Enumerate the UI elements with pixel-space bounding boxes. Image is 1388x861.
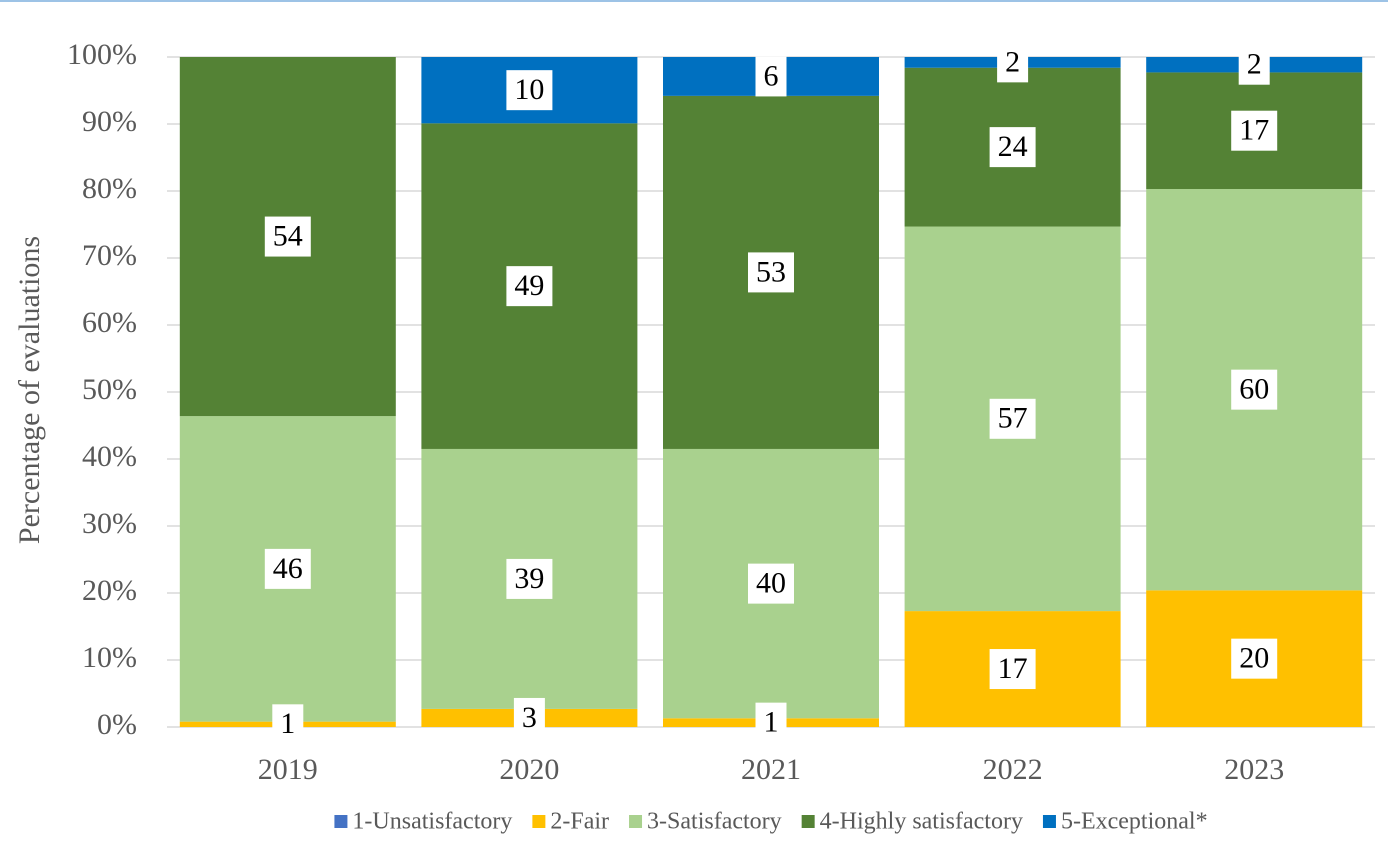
y-tick-label: 30% [82, 507, 137, 540]
data-label-box [755, 56, 787, 97]
data-label: 53 [756, 255, 786, 288]
data-label: 6 [764, 59, 779, 92]
legend-label: 4-Highly satisfactory [820, 809, 1023, 835]
data-label-box [264, 548, 311, 589]
y-tick-label: 80% [82, 172, 137, 205]
y-tick-label: 60% [82, 306, 137, 339]
labels: 1 46 54 3 39 49 10 1 40 53 6 17 57 24 2 20 60 17 2 [264, 42, 1278, 745]
legend-swatch [1042, 815, 1056, 828]
data-label-box [513, 697, 545, 738]
legend-swatch [629, 815, 643, 828]
x-tick-label: 2019 [258, 753, 318, 786]
x-tick-label: 2022 [983, 753, 1043, 786]
data-label-box [264, 216, 311, 257]
data-label-box [1231, 369, 1278, 410]
y-tick-label: 50% [82, 373, 137, 406]
data-label: 17 [1239, 114, 1269, 147]
data-label-box [748, 563, 794, 604]
y-tick-label: 100% [67, 38, 137, 71]
y-tick-label: 90% [82, 105, 137, 138]
y-tick-label: 0% [97, 708, 137, 741]
data-label-box [989, 398, 1036, 439]
data-label: 40 [756, 567, 786, 600]
y-tick-label: 40% [82, 440, 137, 473]
data-label-box [755, 702, 787, 743]
data-label: 49 [514, 269, 544, 302]
legend-label: 2-Fair [550, 809, 609, 835]
legend-label: 3-Satisfactory [647, 809, 782, 835]
bars [179, 57, 1363, 727]
data-label: 24 [998, 130, 1028, 163]
y-tick-label: 70% [82, 239, 137, 272]
x-tick-label: 2023 [1224, 753, 1284, 786]
data-label: 57 [998, 402, 1028, 435]
data-label: 17 [998, 652, 1028, 685]
x-tick-label: 2021 [741, 753, 801, 786]
data-label-box [1238, 44, 1270, 85]
data-label-box [997, 42, 1029, 83]
legend: 1-Unsatisfactory 2-Fair 3-Satisfactory 4-Hi… [334, 809, 1208, 835]
y-axis-label: Percentage of evaluations [13, 236, 46, 544]
data-label: 54 [273, 219, 303, 252]
data-label: 3 [522, 701, 537, 734]
data-label-box [272, 704, 304, 745]
data-label-box [506, 266, 553, 307]
data-label: 10 [514, 73, 544, 106]
legend-swatch [801, 815, 815, 828]
data-label-box [1231, 638, 1278, 679]
data-label: 1 [280, 707, 295, 740]
y-tick-label: 10% [82, 641, 137, 674]
y-tick-label: 20% [82, 574, 137, 607]
data-label: 20 [1239, 642, 1269, 675]
data-label-box [989, 127, 1036, 168]
x-tick-label: 2020 [499, 753, 559, 786]
data-label-box [989, 649, 1036, 690]
legend-label: 5-Exceptional* [1061, 809, 1208, 835]
legend-label: 1-Unsatisfactory [352, 809, 512, 835]
data-label: 1 [764, 706, 779, 739]
data-label: 2 [1247, 48, 1262, 81]
data-label: 46 [273, 552, 303, 585]
data-label-box [748, 252, 794, 293]
legend-swatch [532, 815, 546, 828]
data-label: 60 [1239, 373, 1269, 406]
legend-swatch [334, 815, 348, 828]
data-label-box [506, 70, 553, 111]
data-label-box [506, 558, 553, 599]
data-label: 39 [514, 562, 544, 595]
data-label-box [1231, 110, 1278, 151]
data-label: 2 [1005, 45, 1020, 78]
